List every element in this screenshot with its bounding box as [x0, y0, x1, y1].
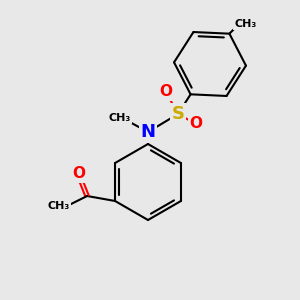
Text: O: O	[160, 85, 172, 100]
Text: N: N	[140, 123, 155, 141]
Text: CH₃: CH₃	[48, 201, 70, 211]
Text: O: O	[73, 167, 85, 182]
Text: S: S	[172, 105, 184, 123]
Text: CH₃: CH₃	[109, 113, 131, 123]
Text: CH₃: CH₃	[234, 19, 256, 29]
Text: O: O	[190, 116, 202, 131]
